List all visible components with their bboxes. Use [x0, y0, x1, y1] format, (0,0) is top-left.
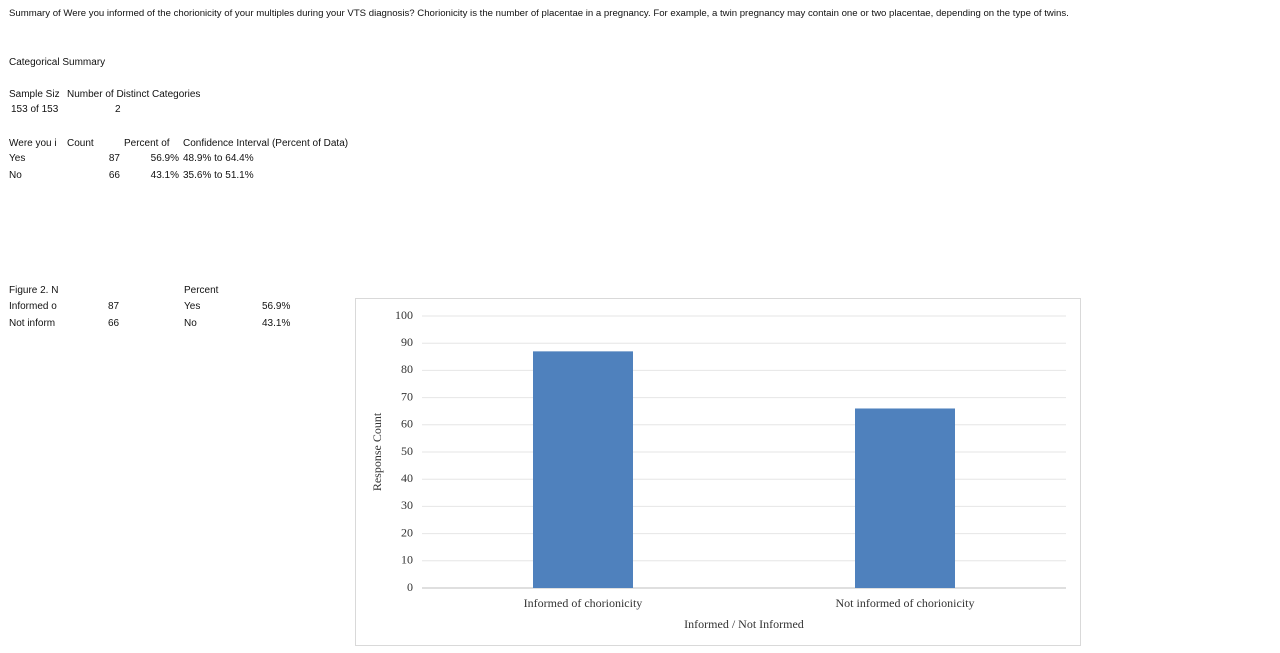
x-tick-label: Not informed of chorionicity: [836, 596, 975, 610]
cell: Figure 2. N: [9, 285, 59, 296]
section-title: Categorical Summary: [9, 57, 106, 68]
cell: No: [184, 318, 197, 329]
cell: No: [9, 170, 22, 181]
cell: 66: [108, 318, 120, 329]
cell: Count: [67, 138, 94, 149]
bar: [533, 351, 633, 588]
cell: 35.6% to 51.1%: [183, 170, 254, 181]
cell: 43.1%: [262, 318, 291, 329]
y-axis-title: Response Count: [370, 412, 384, 491]
chart-frame: [355, 298, 1081, 646]
x-axis-title: Informed / Not Informed: [684, 617, 804, 631]
bar: [855, 408, 955, 588]
cell: 56.9%: [150, 153, 179, 164]
cell: Informed o: [9, 301, 57, 312]
cell: Not inform: [9, 318, 56, 329]
cell: 66: [108, 170, 120, 181]
cell: 87: [108, 153, 120, 164]
cell: 56.9%: [262, 301, 291, 312]
cell: Sample Siz: [9, 89, 60, 100]
cell: Were you i: [9, 138, 57, 149]
x-tick-label: Informed of chorionicity: [524, 596, 643, 610]
title: Summary of Were you informed of the chor…: [9, 8, 1069, 19]
cell: 2: [115, 104, 121, 115]
y-tick-label: 0: [407, 580, 413, 594]
cell: Confidence Interval (Percent of Data): [183, 138, 349, 149]
y-tick-label: 50: [401, 444, 413, 458]
cell: Percent of: [124, 138, 170, 149]
cell: Percent: [184, 285, 219, 296]
cell: 153 of 153: [11, 104, 59, 115]
cell: Yes: [9, 153, 26, 164]
y-tick-label: 100: [395, 308, 413, 322]
y-tick-label: 90: [401, 335, 413, 349]
y-tick-label: 40: [401, 471, 413, 485]
cell: 87: [108, 301, 120, 312]
y-tick-label: 60: [401, 417, 413, 431]
y-tick-label: 30: [401, 498, 413, 512]
cell: 43.1%: [150, 170, 179, 181]
y-tick-label: 20: [401, 525, 413, 539]
y-tick-label: 70: [401, 389, 413, 403]
y-tick-label: 10: [401, 553, 413, 567]
cell: 48.9% to 64.4%: [183, 153, 254, 164]
cell: Number of Distinct Categories: [67, 89, 201, 100]
y-tick-label: 80: [401, 362, 413, 376]
cell: Yes: [184, 301, 201, 312]
